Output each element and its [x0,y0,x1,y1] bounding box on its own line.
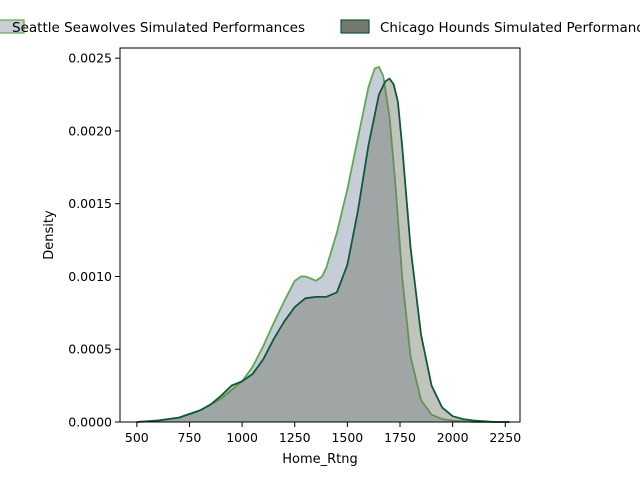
x-tick-label: 2000 [437,430,469,445]
y-tick-label: 0.0000 [68,415,112,430]
legend-swatch-1 [0,19,25,34]
x-tick-label: 1250 [279,430,311,445]
series-layer [136,66,510,423]
series-line-1 [136,66,510,423]
y-axis-label: Density [42,210,57,260]
legend-label-1: Seattle Seawolves Simulated Performances [12,20,305,36]
series-area-1 [136,66,510,423]
x-axis-label: Home_Rtng [282,452,358,467]
y-tick-label: 0.0015 [68,196,112,211]
x-tick-label: 2250 [489,430,521,445]
series-area-2 [136,78,510,422]
x-tick-label: 500 [125,430,149,445]
y-tick-label: 0.0010 [68,269,112,284]
y-tick-label: 0.0005 [68,342,112,357]
x-tick-label: 1000 [226,430,258,445]
legend: Seattle Seawolves Simulated Performances… [0,19,640,36]
legend-swatch-2 [340,19,370,34]
y-tick-label: 0.0020 [68,123,112,138]
legend-label-2: Chicago Hounds Simulated Performances [380,20,640,36]
x-tick-label: 750 [178,430,202,445]
plot-frame [119,47,521,423]
series-line-2 [136,77,510,423]
x-axis: 500 750 1000 1250 1500 1750 2000 2250 [125,422,521,445]
x-tick-label: 1500 [331,430,363,445]
x-tick-label: 1750 [384,430,416,445]
y-tick-label: 0.0025 [68,51,112,66]
y-axis: 0.0000 0.0005 0.0010 0.0015 0.0020 0.0025 [68,51,120,430]
